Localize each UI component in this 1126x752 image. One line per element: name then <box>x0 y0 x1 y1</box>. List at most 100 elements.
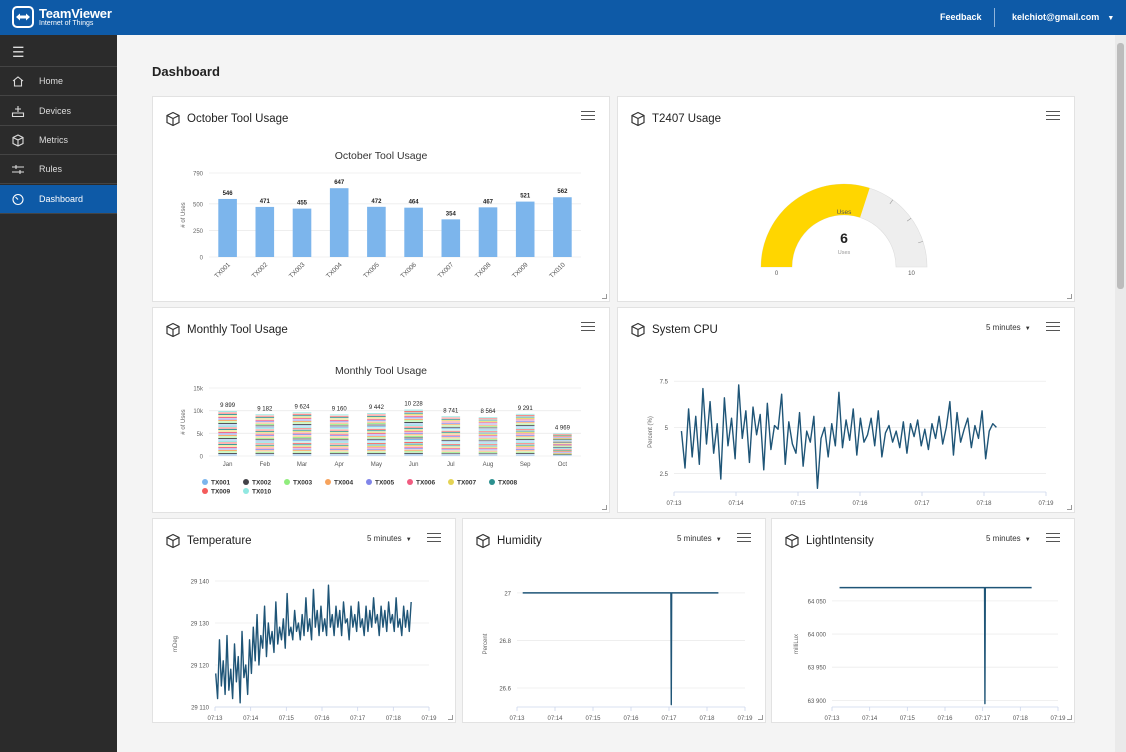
stack-segment <box>218 439 237 441</box>
stack-segment <box>292 440 312 441</box>
stack-segment <box>367 433 386 434</box>
stack-segment <box>255 439 275 441</box>
stack-segment <box>553 451 572 452</box>
stack-segment <box>515 429 535 431</box>
menu-toggle-button[interactable]: ☰ <box>0 35 117 67</box>
stack-segment <box>441 417 461 419</box>
top-bar: TeamViewer Internet of Things Feedback k… <box>0 0 1126 35</box>
card-monthly-tool-usage: Monthly Tool Usage Monthly Tool Usage 0 5k… <box>152 307 610 513</box>
time-range-value: 5 minutes <box>367 534 402 543</box>
stack-segment <box>367 436 386 437</box>
stack-segment <box>553 452 572 454</box>
stack-segment <box>329 421 349 423</box>
stack-segment <box>292 424 312 425</box>
teamviewer-logo-icon[interactable] <box>12 6 34 28</box>
chevron-down-icon: ▼ <box>405 537 412 543</box>
y-tick-label: 790 <box>193 172 204 178</box>
stack-segment <box>515 437 535 439</box>
data-label: 9 160 <box>332 406 348 412</box>
stack-segment <box>404 435 423 437</box>
stack-segment <box>367 430 386 432</box>
data-label: 562 <box>557 189 568 195</box>
x-tick-label: 07:14 <box>862 716 878 722</box>
stack-segment <box>553 435 572 437</box>
stack-segment <box>441 450 461 452</box>
stack-segment <box>329 444 349 446</box>
card-menu-icon[interactable] <box>427 533 441 545</box>
sidebar-item-home[interactable]: Home <box>0 67 117 96</box>
resize-handle[interactable] <box>1067 715 1072 720</box>
sidebar-item-dashboard[interactable]: Dashboard <box>0 185 117 214</box>
x-tick-label: TX007 <box>437 261 456 280</box>
stack-segment <box>553 447 572 449</box>
stack-segment <box>218 450 237 451</box>
stack-segment <box>404 432 423 434</box>
scrollbar-thumb[interactable] <box>1117 43 1124 289</box>
stack-segment <box>329 447 349 449</box>
sidebar-item-devices[interactable]: Devices <box>0 97 117 126</box>
time-range-dropdown[interactable]: 5 minutes ▼ <box>677 534 722 543</box>
page-title: Dashboard <box>152 64 220 79</box>
chevron-down-icon: ▼ <box>1024 537 1031 543</box>
stack-segment <box>404 440 423 442</box>
stack-segment <box>478 417 498 418</box>
stack-segment <box>292 434 312 436</box>
legend-marker <box>325 479 331 485</box>
resize-handle[interactable] <box>1067 505 1072 510</box>
sidebar-item-rules[interactable]: Rules <box>0 155 117 184</box>
stack-segment <box>441 422 461 424</box>
card-menu-icon[interactable] <box>581 322 595 334</box>
resize-handle[interactable] <box>602 505 607 510</box>
time-range-dropdown[interactable]: 5 minutes ▼ <box>367 534 412 543</box>
stack-segment <box>292 428 312 430</box>
stack-segment <box>329 432 349 434</box>
stack-segment <box>329 417 349 419</box>
time-range-dropdown[interactable]: 5 minutes ▼ <box>986 323 1031 332</box>
stack-segment <box>404 426 423 428</box>
series-line <box>522 592 719 706</box>
data-label: 9 291 <box>518 406 534 412</box>
home-icon <box>12 76 24 87</box>
sidebar-item-metrics[interactable]: Metrics <box>0 126 117 155</box>
card-menu-icon[interactable] <box>737 533 751 545</box>
resize-handle[interactable] <box>758 715 763 720</box>
stack-segment <box>441 436 461 437</box>
time-range-value: 5 minutes <box>986 534 1021 543</box>
stack-segment <box>478 432 498 434</box>
stack-segment <box>367 453 386 454</box>
resize-handle[interactable] <box>602 294 607 299</box>
brand-name: TeamViewer <box>39 6 112 21</box>
resize-handle[interactable] <box>1067 294 1072 299</box>
data-label: 354 <box>446 211 457 217</box>
page-scrollbar[interactable] <box>1115 35 1126 752</box>
stack-segment <box>404 454 423 456</box>
stack-segment <box>441 433 461 435</box>
stack-segment <box>255 447 275 449</box>
card-menu-icon[interactable] <box>1046 322 1060 334</box>
card-t2407-usage: T2407 Usage Uses 6 Uses 0 10 <box>617 96 1075 302</box>
data-label: 455 <box>297 201 308 207</box>
gauge-min-label: 0 <box>775 271 779 277</box>
stack-segment <box>553 433 572 434</box>
card-menu-icon[interactable] <box>1046 111 1060 123</box>
dashboard-icon <box>12 193 24 206</box>
stack-segment <box>441 442 461 444</box>
stack-segment <box>441 419 461 420</box>
stack-segment <box>404 431 423 433</box>
data-label: 472 <box>371 199 382 205</box>
temperature-line-chart: 29 110 29 120 29 130 29 140 07:13 07:14 07:15 0… <box>173 580 437 723</box>
stack-segment <box>292 425 312 427</box>
stack-segment <box>478 419 498 421</box>
card-menu-icon[interactable] <box>581 111 595 123</box>
stack-segment <box>515 448 535 450</box>
feedback-link[interactable]: Feedback <box>940 12 982 22</box>
legend-marker <box>202 479 208 485</box>
x-tick-label: 07:14 <box>243 716 259 722</box>
card-menu-icon[interactable] <box>1046 533 1060 545</box>
account-menu[interactable]: kelchiot@gmail.com ▼ <box>1012 12 1114 22</box>
resize-handle[interactable] <box>448 715 453 720</box>
x-tick-label: Sep <box>520 462 531 468</box>
stack-segment <box>515 432 535 433</box>
stack-segment <box>218 415 237 417</box>
time-range-dropdown[interactable]: 5 minutes ▼ <box>986 534 1031 543</box>
